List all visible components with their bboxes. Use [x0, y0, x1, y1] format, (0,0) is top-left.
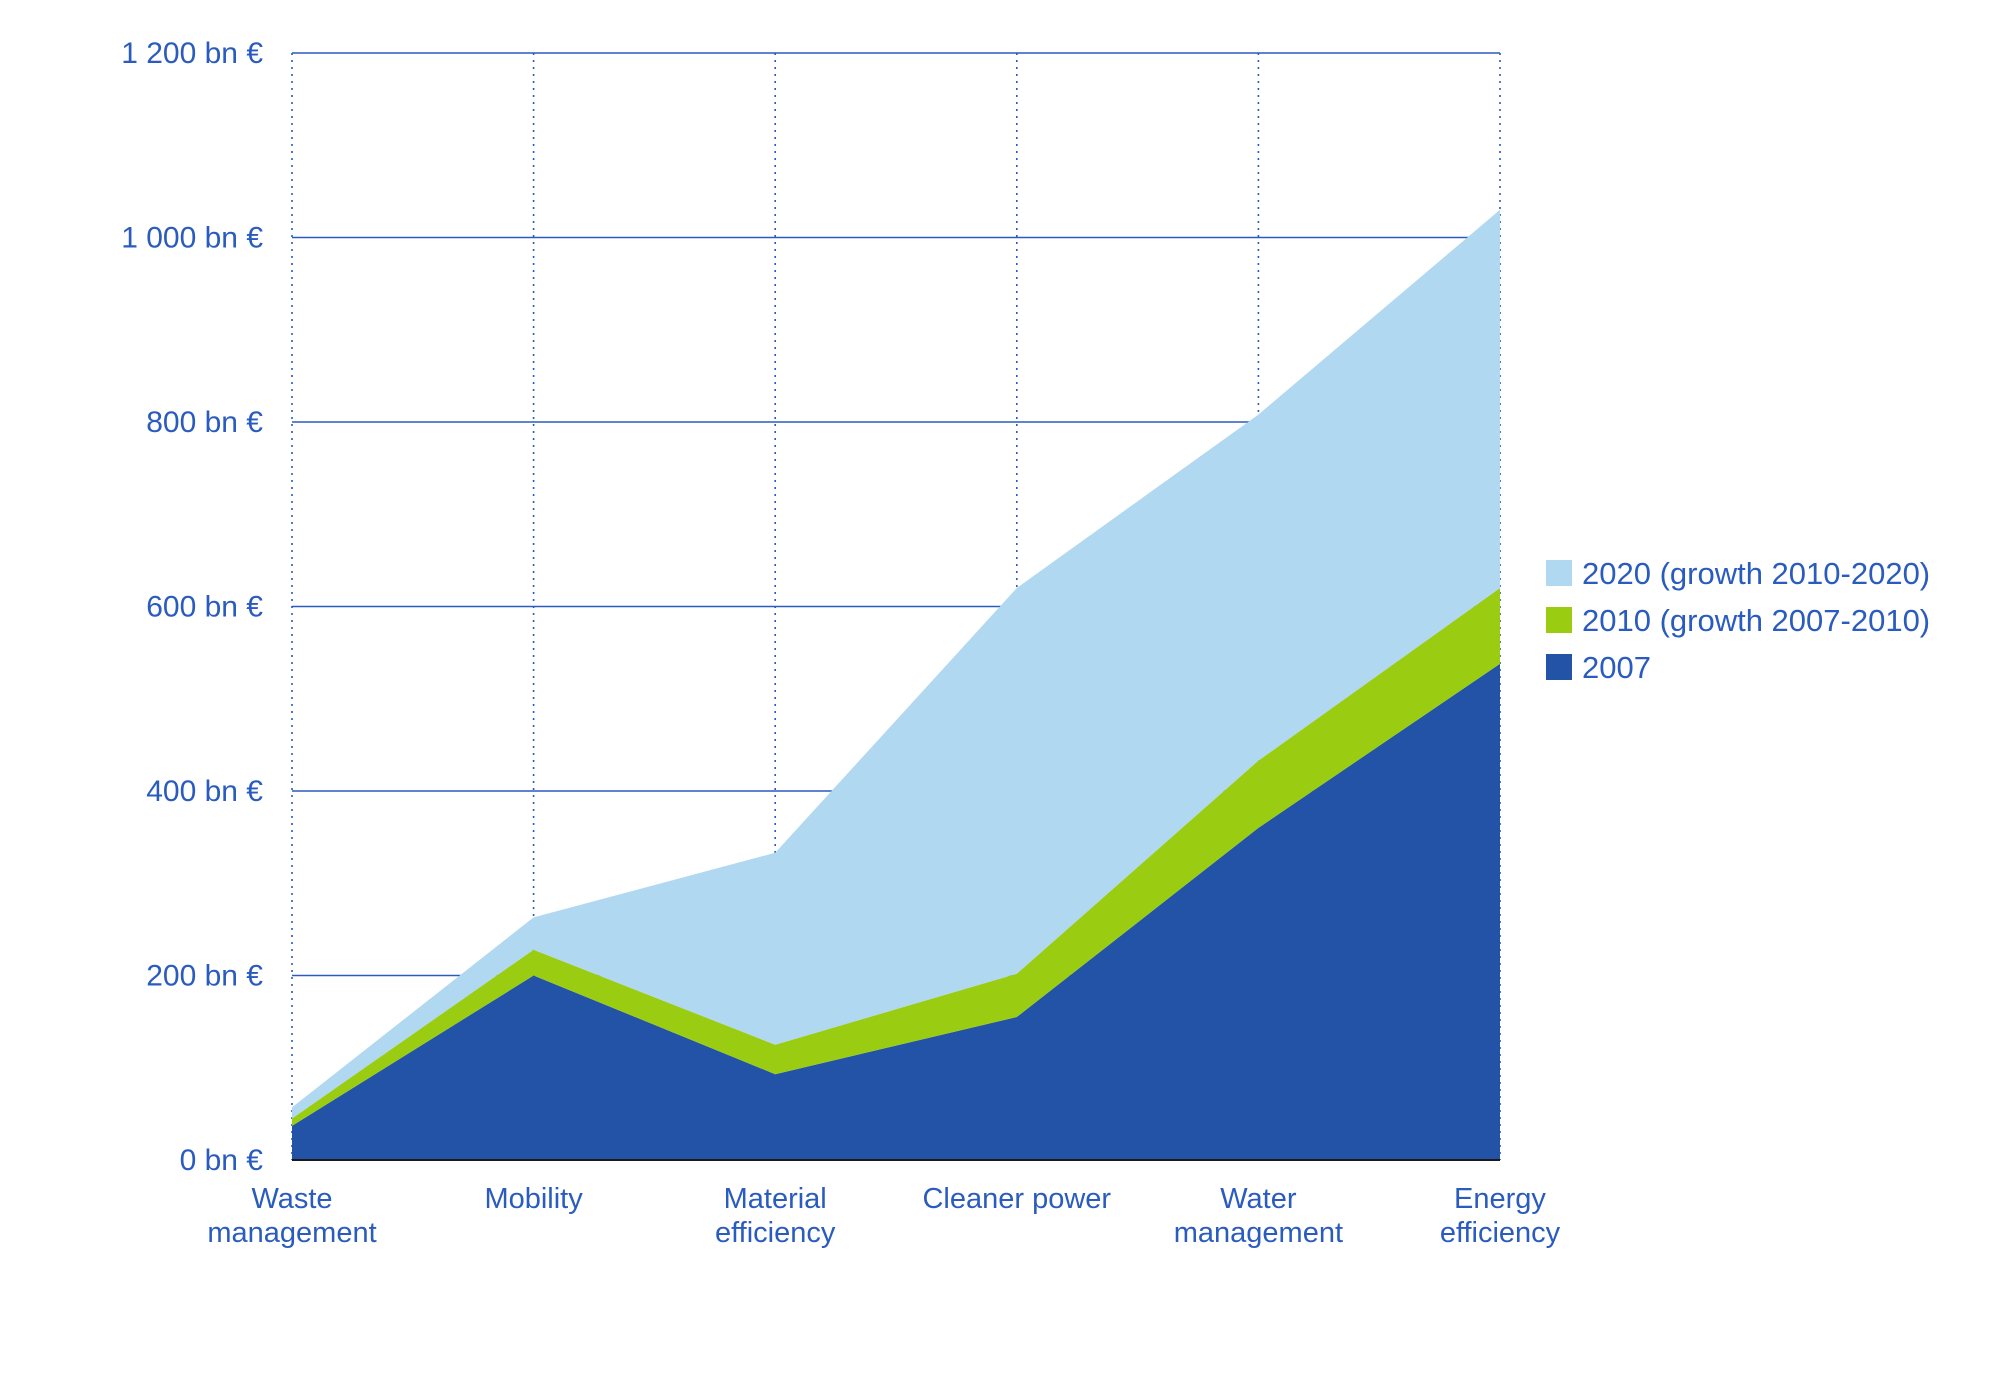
x-category-label: management [1174, 1217, 1343, 1249]
x-category-label: management [207, 1217, 376, 1249]
y-tick-label: 1 200 bn € [121, 37, 263, 70]
legend-swatch [1546, 560, 1572, 586]
x-category-label: Mobility [484, 1183, 583, 1215]
y-tick-label: 200 bn € [146, 960, 263, 993]
chart-areas [292, 209, 1500, 1160]
x-category-label: Water [1220, 1183, 1297, 1215]
area-series-2 [292, 209, 1500, 1119]
area-series-0 [292, 663, 1500, 1160]
legend: 2020 (growth 2010-2020) 2010 (growth 2007… [1546, 556, 1930, 685]
legend-label: 2020 (growth 2010-2020) [1582, 556, 1930, 591]
legend-swatch [1546, 654, 1572, 680]
x-category-label: efficiency [1440, 1217, 1561, 1249]
y-tick-label: 800 bn € [146, 406, 263, 439]
x-category-label: Waste [251, 1183, 332, 1215]
y-tick-label: 400 bn € [146, 775, 263, 808]
legend-label: 2007 [1582, 650, 1651, 685]
y-axis-labels: 0 bn € 200 bn € 400 bn € 600 bn € 800 bn € 1 … [121, 37, 263, 1177]
area-series-1 [292, 588, 1500, 1126]
x-category-label: Cleaner power [922, 1183, 1111, 1215]
x-category-label: efficiency [715, 1217, 836, 1249]
y-tick-label: 600 bn € [146, 591, 263, 624]
y-tick-label: 0 bn € [180, 1144, 264, 1177]
legend-swatch [1546, 607, 1572, 633]
legend-label: 2010 (growth 2007-2010) [1582, 603, 1930, 638]
x-category-label: Material [724, 1183, 827, 1215]
x-category-label: Energy [1454, 1183, 1546, 1215]
y-tick-label: 1 000 bn € [121, 222, 263, 255]
